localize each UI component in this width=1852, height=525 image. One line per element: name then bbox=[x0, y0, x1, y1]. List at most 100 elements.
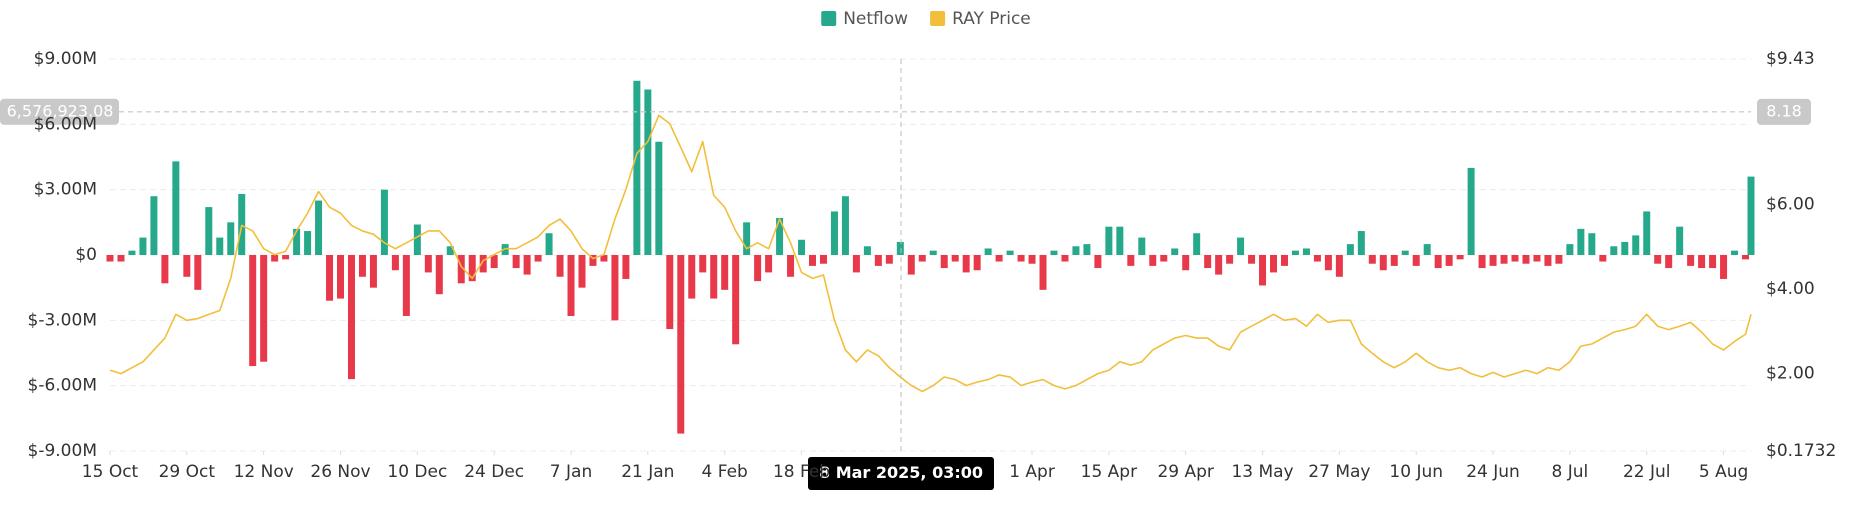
bar bbox=[1500, 255, 1508, 264]
bar bbox=[139, 237, 147, 255]
bar bbox=[1313, 255, 1321, 262]
bar bbox=[1412, 255, 1420, 266]
y2-tick-label: $4.00 bbox=[1766, 279, 1815, 299]
bar bbox=[534, 255, 542, 262]
bar bbox=[1588, 233, 1596, 255]
bar bbox=[567, 255, 575, 316]
bar bbox=[1643, 211, 1651, 255]
bar bbox=[369, 255, 377, 288]
bar bbox=[1083, 244, 1091, 255]
bar bbox=[161, 255, 169, 284]
bar bbox=[907, 255, 915, 275]
x-tick-label: 24 Dec bbox=[464, 462, 524, 482]
y-tick-label: $3.00M bbox=[34, 180, 97, 200]
legend-label: RAY Price bbox=[952, 9, 1031, 29]
bar bbox=[852, 255, 860, 273]
y-tick-label: $-9.00M bbox=[28, 441, 97, 461]
bar bbox=[337, 255, 345, 299]
bar bbox=[1138, 237, 1146, 255]
bar bbox=[1577, 228, 1585, 255]
bar bbox=[1379, 255, 1387, 271]
bar bbox=[315, 200, 323, 255]
bar bbox=[150, 196, 158, 255]
bar bbox=[721, 255, 729, 290]
bar bbox=[282, 255, 290, 260]
bar bbox=[1280, 255, 1288, 266]
bar bbox=[1116, 226, 1124, 255]
bar bbox=[556, 255, 564, 277]
bar bbox=[1544, 255, 1552, 266]
bar bbox=[1259, 255, 1267, 286]
bar bbox=[929, 250, 937, 255]
bar bbox=[1368, 255, 1376, 264]
bar bbox=[380, 189, 388, 255]
x-tick-label: 29 Apr bbox=[1157, 462, 1213, 482]
bar bbox=[841, 196, 849, 255]
bar bbox=[1533, 255, 1541, 262]
x-tick-label: 4 Feb bbox=[702, 462, 748, 482]
bar bbox=[1204, 255, 1212, 269]
legend-swatch bbox=[821, 11, 837, 26]
bar bbox=[984, 248, 992, 255]
x-tick-label: 15 Apr bbox=[1081, 462, 1137, 482]
bar bbox=[128, 250, 136, 255]
crosshair-x-label-box bbox=[808, 457, 995, 490]
y-tick-label: $6.00M bbox=[34, 114, 97, 134]
y2-tick-label: $0.1732 bbox=[1766, 441, 1836, 461]
bar bbox=[183, 255, 191, 277]
bar bbox=[765, 255, 773, 273]
bar bbox=[1237, 237, 1245, 255]
bar bbox=[1149, 255, 1157, 266]
bar bbox=[776, 217, 784, 255]
bar bbox=[1346, 244, 1354, 255]
bar bbox=[512, 255, 520, 269]
y2-tick-label: $9.43 bbox=[1766, 49, 1815, 69]
bar bbox=[1747, 176, 1755, 255]
bar bbox=[798, 239, 806, 255]
bar bbox=[545, 233, 553, 255]
x-tick-label: 7 Jan bbox=[550, 462, 592, 482]
bar bbox=[1094, 255, 1102, 269]
bar bbox=[1478, 255, 1486, 269]
bar bbox=[644, 89, 652, 255]
bar bbox=[172, 161, 180, 255]
bar bbox=[424, 255, 432, 273]
crosshair-y-label-box bbox=[0, 98, 119, 125]
bar bbox=[1127, 255, 1135, 266]
bar bbox=[819, 255, 827, 264]
bar bbox=[1171, 248, 1179, 255]
bar bbox=[446, 246, 454, 255]
bar bbox=[1709, 255, 1717, 269]
x-tick-label: 13 May bbox=[1231, 462, 1293, 482]
bar bbox=[1423, 244, 1431, 255]
bar bbox=[227, 222, 235, 255]
bar bbox=[1687, 255, 1695, 266]
bar bbox=[1028, 255, 1036, 264]
bar bbox=[622, 255, 630, 279]
x-tick-label: 29 Oct bbox=[159, 462, 216, 482]
y-tick-label: $9.00M bbox=[34, 49, 97, 69]
bar bbox=[271, 255, 279, 262]
bar bbox=[1105, 226, 1113, 255]
bar bbox=[611, 255, 619, 321]
bar bbox=[885, 255, 893, 264]
y-tick-label: $-6.00M bbox=[28, 376, 97, 396]
bar bbox=[293, 228, 301, 255]
y-tick-label: $-3.00M bbox=[28, 310, 97, 330]
bar bbox=[1665, 255, 1673, 269]
bar bbox=[1072, 246, 1080, 255]
x-tick-label: 22 Jul bbox=[1623, 462, 1671, 482]
bar bbox=[413, 224, 421, 255]
bar bbox=[743, 222, 751, 255]
bar bbox=[1632, 235, 1640, 255]
bar bbox=[830, 211, 838, 255]
bar bbox=[1050, 250, 1058, 255]
bar bbox=[787, 255, 795, 277]
bar bbox=[1467, 167, 1475, 255]
bar bbox=[1248, 255, 1256, 264]
bar bbox=[216, 237, 224, 255]
bar bbox=[457, 255, 465, 284]
bar bbox=[1621, 241, 1629, 255]
bar bbox=[1215, 255, 1223, 275]
